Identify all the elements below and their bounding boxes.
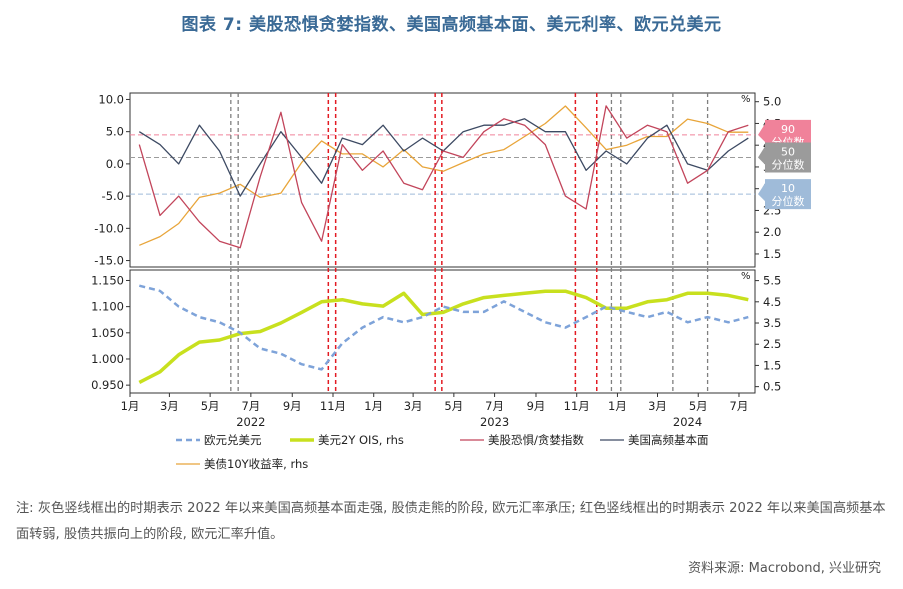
x-tick-label: 3月 [160, 399, 179, 413]
y-right-tick-label: 5.5 [763, 274, 781, 288]
x-tick-label: 3月 [648, 399, 667, 413]
x-year-label: 2024 [673, 415, 702, 429]
x-tick-label: 1月 [364, 399, 383, 413]
y-left-tick-label: 10.0 [98, 92, 124, 106]
y-left-tick-label: -15.0 [94, 254, 124, 268]
percentile-tag [758, 119, 811, 150]
x-tick-label: 11月 [320, 399, 346, 413]
x-tick-label: 3月 [404, 399, 423, 413]
page-title: 图表 7: 美股恐惧贪婪指数、美国高频基本面、美元利率、欧元兑美元 [181, 15, 722, 35]
x-tick-label: 1月 [608, 399, 627, 413]
percentile-tag-value: 50 [781, 145, 795, 158]
x-tick-label: 9月 [527, 399, 546, 413]
y-right-tick-label: 2.5 [763, 337, 781, 351]
legend-label: 欧元兑美元 [204, 433, 262, 447]
x-tick-label: 7月 [241, 399, 260, 413]
y-right-tick-label: 2.0 [763, 225, 781, 239]
x-tick-label: 7月 [730, 399, 749, 413]
percentile-tag-text: 分位数 [772, 157, 805, 171]
legend-label: 美元2Y OIS, rhs [318, 433, 404, 447]
x-tick-label: 11月 [564, 399, 590, 413]
x-tick-label: 9月 [283, 399, 302, 413]
y-left-tick-label: 0.0 [106, 157, 124, 171]
y-right-tick-label: 0.5 [763, 380, 781, 394]
y-left-tick-label: 1.100 [91, 300, 124, 314]
legend-label: 美债10Y收益率, rhs [204, 457, 308, 471]
x-tick-label: 7月 [485, 399, 504, 413]
x-tick-label: 5月 [689, 399, 708, 413]
percentile-tag-text: 分位数 [772, 194, 805, 208]
y-left-tick-label: 5.0 [106, 125, 124, 139]
y-left-tick-label: 0.950 [91, 378, 124, 392]
x-tick-label: 5月 [201, 399, 220, 413]
x-year-label: 2023 [480, 415, 509, 429]
y-right-tick-label: 3.5 [763, 316, 781, 330]
percentile-tag-value: 90 [781, 123, 795, 136]
x-year-label: 2022 [236, 415, 265, 429]
x-tick-label: 5月 [444, 399, 463, 413]
y-left-tick-label: -5.0 [102, 189, 124, 203]
source-credit: 资料来源: Macrobond, 兴业研究 [688, 561, 881, 576]
y-left-tick-label: 1.150 [91, 273, 124, 287]
legend-label: 美国高频基本面 [628, 433, 709, 447]
y-right-tick-label: 1.5 [763, 247, 781, 261]
y-left-tick-label: 1.050 [91, 326, 124, 340]
chart-note: 注: 灰色竖线框出的时期表示 2022 年以来美国高频基本面走强, 股债走熊的阶… [16, 501, 886, 542]
y-right-tick-label: 4.5 [763, 295, 781, 309]
y-left-tick-label: 1.000 [91, 352, 124, 366]
percentile-tag [758, 142, 811, 173]
legend-label: 美股恐惧/贪婪指数 [488, 433, 584, 447]
x-tick-label: 1月 [121, 399, 140, 413]
percentile-tag [758, 179, 811, 210]
series-line [138, 284, 749, 371]
y-right-unit: % [741, 94, 751, 105]
series-line [138, 105, 749, 249]
y-left-tick-label: -10.0 [94, 221, 124, 235]
percentile-tag-value: 10 [781, 182, 795, 195]
series-line [139, 105, 749, 246]
y-right-tick-label: 5.0 [763, 95, 781, 109]
y-right-unit: % [741, 271, 751, 282]
y-right-tick-label: 1.5 [763, 358, 781, 372]
